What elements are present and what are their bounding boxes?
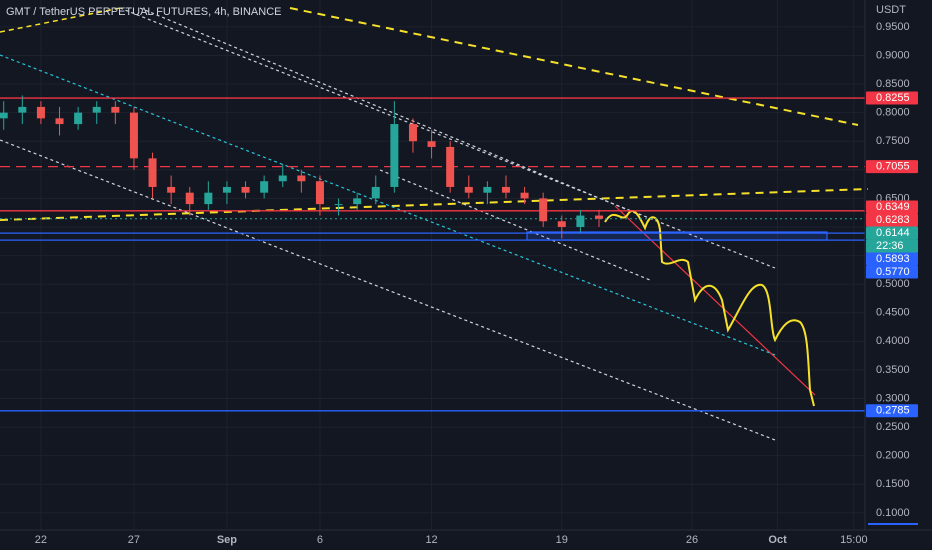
candle-body bbox=[278, 175, 287, 182]
candles bbox=[0, 95, 603, 239]
candle-body bbox=[371, 186, 380, 199]
candle-body bbox=[427, 141, 436, 147]
y-tick-label: 0.8000 bbox=[876, 107, 910, 119]
candle-body bbox=[483, 186, 492, 193]
y-axis-label: USDT bbox=[876, 4, 906, 16]
candle-body bbox=[204, 192, 213, 205]
price-badge-label: 0.6283 bbox=[876, 214, 910, 226]
x-tick-label: 27 bbox=[128, 534, 140, 546]
trendline bbox=[0, 7, 121, 33]
y-tick-label: 0.2500 bbox=[876, 421, 910, 433]
price-badge-label: 0.7055 bbox=[876, 161, 910, 173]
countdown: 22:36 bbox=[876, 240, 904, 252]
price-badge-label: 0.2785 bbox=[876, 405, 910, 417]
x-tick-label: 26 bbox=[686, 534, 698, 546]
candle-body bbox=[446, 146, 455, 187]
candle-body bbox=[576, 215, 585, 227]
y-tick-label: 0.9000 bbox=[876, 49, 910, 61]
price-badge-label: 0.6349 bbox=[876, 201, 910, 213]
candle-body bbox=[260, 181, 269, 193]
candle-body bbox=[520, 192, 529, 199]
candle-body bbox=[0, 112, 8, 119]
price-badge bbox=[866, 404, 918, 418]
candle-body bbox=[92, 106, 101, 113]
x-tick-label: 15:00 bbox=[840, 534, 868, 546]
y-tick-label: 0.4500 bbox=[876, 307, 910, 319]
candle-body bbox=[390, 124, 399, 187]
channel-line bbox=[0, 139, 776, 441]
x-tick-label: 22 bbox=[35, 534, 47, 546]
candle-body bbox=[18, 106, 27, 113]
price-badge-label: 0.5770 bbox=[876, 266, 910, 278]
candle-body bbox=[74, 112, 83, 125]
candle-body bbox=[148, 158, 157, 187]
candle-body bbox=[464, 186, 473, 193]
price-badge bbox=[866, 160, 918, 174]
price-badges: 0.8255 0.7055 0.63490.62830.614422:360.589… bbox=[866, 91, 918, 418]
drawings bbox=[0, 7, 869, 441]
candle-body bbox=[55, 118, 64, 125]
y-tick-label: 0.8500 bbox=[876, 78, 910, 90]
y-tick-label: 0.1500 bbox=[876, 478, 910, 490]
channel-line bbox=[139, 7, 641, 216]
x-tick-label: Oct bbox=[768, 534, 787, 546]
candle-body bbox=[241, 186, 250, 193]
price-badge bbox=[866, 200, 918, 214]
price-badge-label: 0.6144 bbox=[876, 227, 910, 239]
price-badge bbox=[866, 226, 918, 240]
x-tick-label: 19 bbox=[556, 534, 568, 546]
y-tick-label: 0.2000 bbox=[876, 450, 910, 462]
candle-body bbox=[36, 106, 45, 119]
price-badge bbox=[866, 252, 918, 266]
candle-body bbox=[111, 106, 120, 113]
trendline bbox=[0, 188, 869, 221]
price-badge bbox=[866, 265, 918, 279]
y-tick-label: 0.9500 bbox=[876, 21, 910, 33]
candle-body bbox=[557, 221, 566, 227]
y-tick-label: 0.7500 bbox=[876, 135, 910, 147]
candle-body bbox=[501, 186, 510, 193]
levels bbox=[0, 97, 865, 412]
chart-title: GMT / TetherUS PERPETUAL FUTURES, 4h, BI… bbox=[6, 6, 281, 18]
channel-line bbox=[0, 54, 776, 356]
candle-body bbox=[222, 186, 231, 193]
price-badge bbox=[866, 213, 918, 227]
countdown-badge bbox=[866, 239, 918, 253]
candle-body bbox=[539, 198, 548, 222]
target-line bbox=[614, 205, 816, 396]
projection-path bbox=[604, 210, 815, 407]
candle-body bbox=[334, 204, 343, 206]
candle-body bbox=[315, 181, 324, 205]
candle-body bbox=[129, 112, 138, 159]
y-tick-label: 0.3000 bbox=[876, 392, 910, 404]
y-tick-label: 0.4000 bbox=[876, 335, 910, 347]
candle-body bbox=[353, 198, 362, 205]
trendline bbox=[289, 7, 859, 126]
candle-body bbox=[167, 186, 176, 193]
price-badge-label: 0.8255 bbox=[876, 92, 910, 104]
y-tick-label: 0.1000 bbox=[876, 507, 910, 519]
candle-body bbox=[297, 175, 306, 182]
x-tick-label: Sep bbox=[217, 534, 237, 546]
y-tick-label: 0.5000 bbox=[876, 278, 910, 290]
candle-body bbox=[185, 192, 194, 205]
y-tick-label: 0.3500 bbox=[876, 364, 910, 376]
price-badge bbox=[866, 91, 918, 105]
candle-body bbox=[408, 124, 417, 142]
candle-body bbox=[594, 215, 603, 219]
x-tick-label: 6 bbox=[317, 534, 323, 546]
price-badge-label: 0.5893 bbox=[876, 253, 910, 265]
x-tick-label: 12 bbox=[425, 534, 437, 546]
channel-line bbox=[379, 169, 651, 281]
